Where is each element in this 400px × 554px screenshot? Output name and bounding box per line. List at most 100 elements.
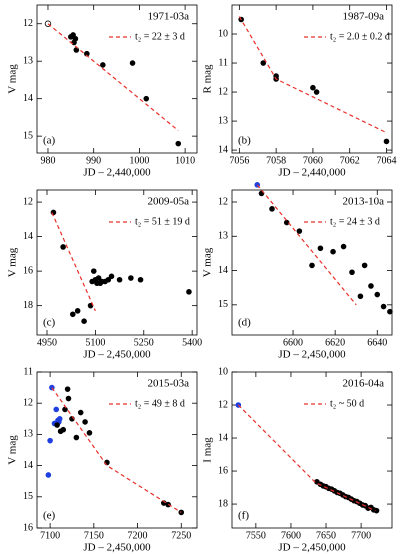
x-tick-label: 7200 bbox=[128, 530, 148, 541]
legend-label: t₂ = 49 ± 8 d bbox=[135, 398, 185, 409]
data-point bbox=[383, 138, 390, 145]
data-point bbox=[54, 422, 60, 428]
plot-frame bbox=[36, 189, 198, 336]
x-tick-label: 5100 bbox=[85, 337, 105, 348]
data-point bbox=[368, 283, 374, 289]
data-point bbox=[380, 303, 387, 310]
legend-label: t₂ = 24 ± 3 d bbox=[330, 216, 380, 227]
x-tick-label: 7250 bbox=[171, 530, 191, 541]
x-tick-label: 6600 bbox=[283, 337, 303, 348]
x-tick-label: 1000 bbox=[129, 155, 149, 166]
y-tick-label: 13 bbox=[23, 55, 33, 66]
data-point bbox=[72, 35, 79, 42]
data-point bbox=[269, 206, 275, 212]
y-tick-label: 16 bbox=[23, 265, 33, 276]
y-axis-label: R mag bbox=[202, 64, 214, 94]
y-axis-label: V mag bbox=[7, 247, 19, 277]
y-tick-label: 10 bbox=[218, 366, 228, 377]
data-point bbox=[349, 269, 355, 276]
x-axis-label: JD – 2,440,000 bbox=[83, 167, 151, 179]
legend-label: t₂ = 22 ± 3 d bbox=[135, 31, 185, 42]
y-tick-label: 14 bbox=[23, 231, 33, 242]
data-point bbox=[340, 243, 347, 250]
data-point bbox=[186, 289, 192, 295]
panel: 7056 7058 7060 7062 7064 10 11 12 13 14 JD – 2,440… bbox=[202, 4, 396, 179]
panel: 7100 7150 7200 7250 11 12 13 14 15 16 JD – 2,450,0… bbox=[7, 366, 198, 554]
data-point bbox=[129, 60, 136, 66]
data-point bbox=[283, 219, 290, 226]
x-tick-label: 7600 bbox=[281, 530, 301, 541]
y-axis-label: V mag bbox=[202, 247, 214, 277]
data-point bbox=[357, 293, 364, 300]
data-point bbox=[77, 409, 84, 416]
fit-line bbox=[256, 184, 357, 306]
y-tick-label: 12 bbox=[218, 399, 228, 410]
data-point bbox=[82, 419, 88, 425]
y-tick-label: 15 bbox=[23, 491, 33, 502]
x-tick-label: 5400 bbox=[182, 337, 202, 348]
y-tick-label: 14 bbox=[23, 460, 33, 471]
y-tick-label: 15 bbox=[218, 299, 228, 310]
data-point bbox=[317, 245, 324, 252]
x-tick-label: 7150 bbox=[84, 530, 104, 541]
data-point bbox=[310, 84, 316, 91]
y-tick-label: 12 bbox=[23, 18, 33, 29]
x-tick-label: 5250 bbox=[134, 337, 154, 348]
panel-title: 2015-03a bbox=[147, 378, 189, 390]
panel-label: (f) bbox=[238, 510, 249, 522]
y-tick-label: 12 bbox=[218, 196, 228, 207]
data-point bbox=[373, 507, 380, 514]
x-tick-label: 7700 bbox=[351, 530, 371, 541]
x-tick-label: 1010 bbox=[175, 155, 195, 166]
y-tick-label: 12 bbox=[23, 397, 33, 408]
y-axis-label: V mag bbox=[7, 435, 19, 465]
data-point bbox=[95, 275, 102, 281]
x-axis-label: JD – 2,440,000 bbox=[278, 167, 346, 179]
panel-title: 1971-03a bbox=[147, 11, 189, 23]
data-point bbox=[128, 275, 134, 281]
data-point bbox=[70, 311, 76, 318]
data-point bbox=[53, 406, 60, 413]
y-tick-label: 18 bbox=[218, 498, 228, 509]
y-tick-label: 11 bbox=[23, 366, 33, 377]
plot-frame bbox=[231, 189, 393, 336]
data-point bbox=[296, 228, 303, 234]
x-tick-label: 980 bbox=[40, 155, 55, 166]
panel: 4950 5100 5250 5400 12 14 16 18 JD – 2,450,000 V … bbox=[7, 189, 202, 361]
y-tick-label: 13 bbox=[23, 429, 33, 440]
panel-title: 2013-10a bbox=[342, 196, 384, 208]
y-tick-label: 13 bbox=[218, 231, 228, 242]
y-tick-label: 11 bbox=[218, 57, 228, 68]
x-tick-label: 7056 bbox=[229, 155, 249, 166]
plot-frame bbox=[36, 4, 198, 154]
data-point bbox=[100, 62, 106, 68]
panel-label: (a) bbox=[43, 135, 56, 147]
y-tick-label: 13 bbox=[218, 115, 228, 126]
x-axis-label: JD – 2,450,000 bbox=[83, 349, 151, 361]
panel-label: (d) bbox=[238, 317, 251, 329]
data-point bbox=[81, 318, 87, 324]
panel-label: (b) bbox=[238, 135, 251, 147]
data-point bbox=[74, 308, 81, 314]
y-tick-label: 12 bbox=[218, 86, 228, 97]
plot-frame bbox=[231, 4, 393, 154]
data-point bbox=[143, 95, 150, 102]
x-tick-label: 6640 bbox=[367, 337, 387, 348]
data-point bbox=[260, 60, 267, 66]
data-point bbox=[387, 308, 393, 315]
fit-line bbox=[51, 212, 96, 312]
data-point bbox=[62, 406, 68, 413]
x-tick-label: 4950 bbox=[37, 337, 57, 348]
y-tick-label: 14 bbox=[218, 432, 228, 443]
fit-line bbox=[238, 16, 387, 134]
data-point bbox=[137, 276, 144, 283]
data-point bbox=[330, 248, 336, 255]
data-point bbox=[73, 434, 80, 441]
legend-label: t₂ ~ 50 d bbox=[330, 398, 364, 409]
panel-title: 2009-05a bbox=[147, 196, 189, 208]
y-tick-label: 16 bbox=[23, 522, 33, 533]
data-point bbox=[361, 262, 368, 269]
legend-label: t₂ = 51 ± 19 d bbox=[135, 216, 190, 227]
x-tick-label: 7650 bbox=[316, 530, 336, 541]
data-point bbox=[64, 386, 71, 392]
